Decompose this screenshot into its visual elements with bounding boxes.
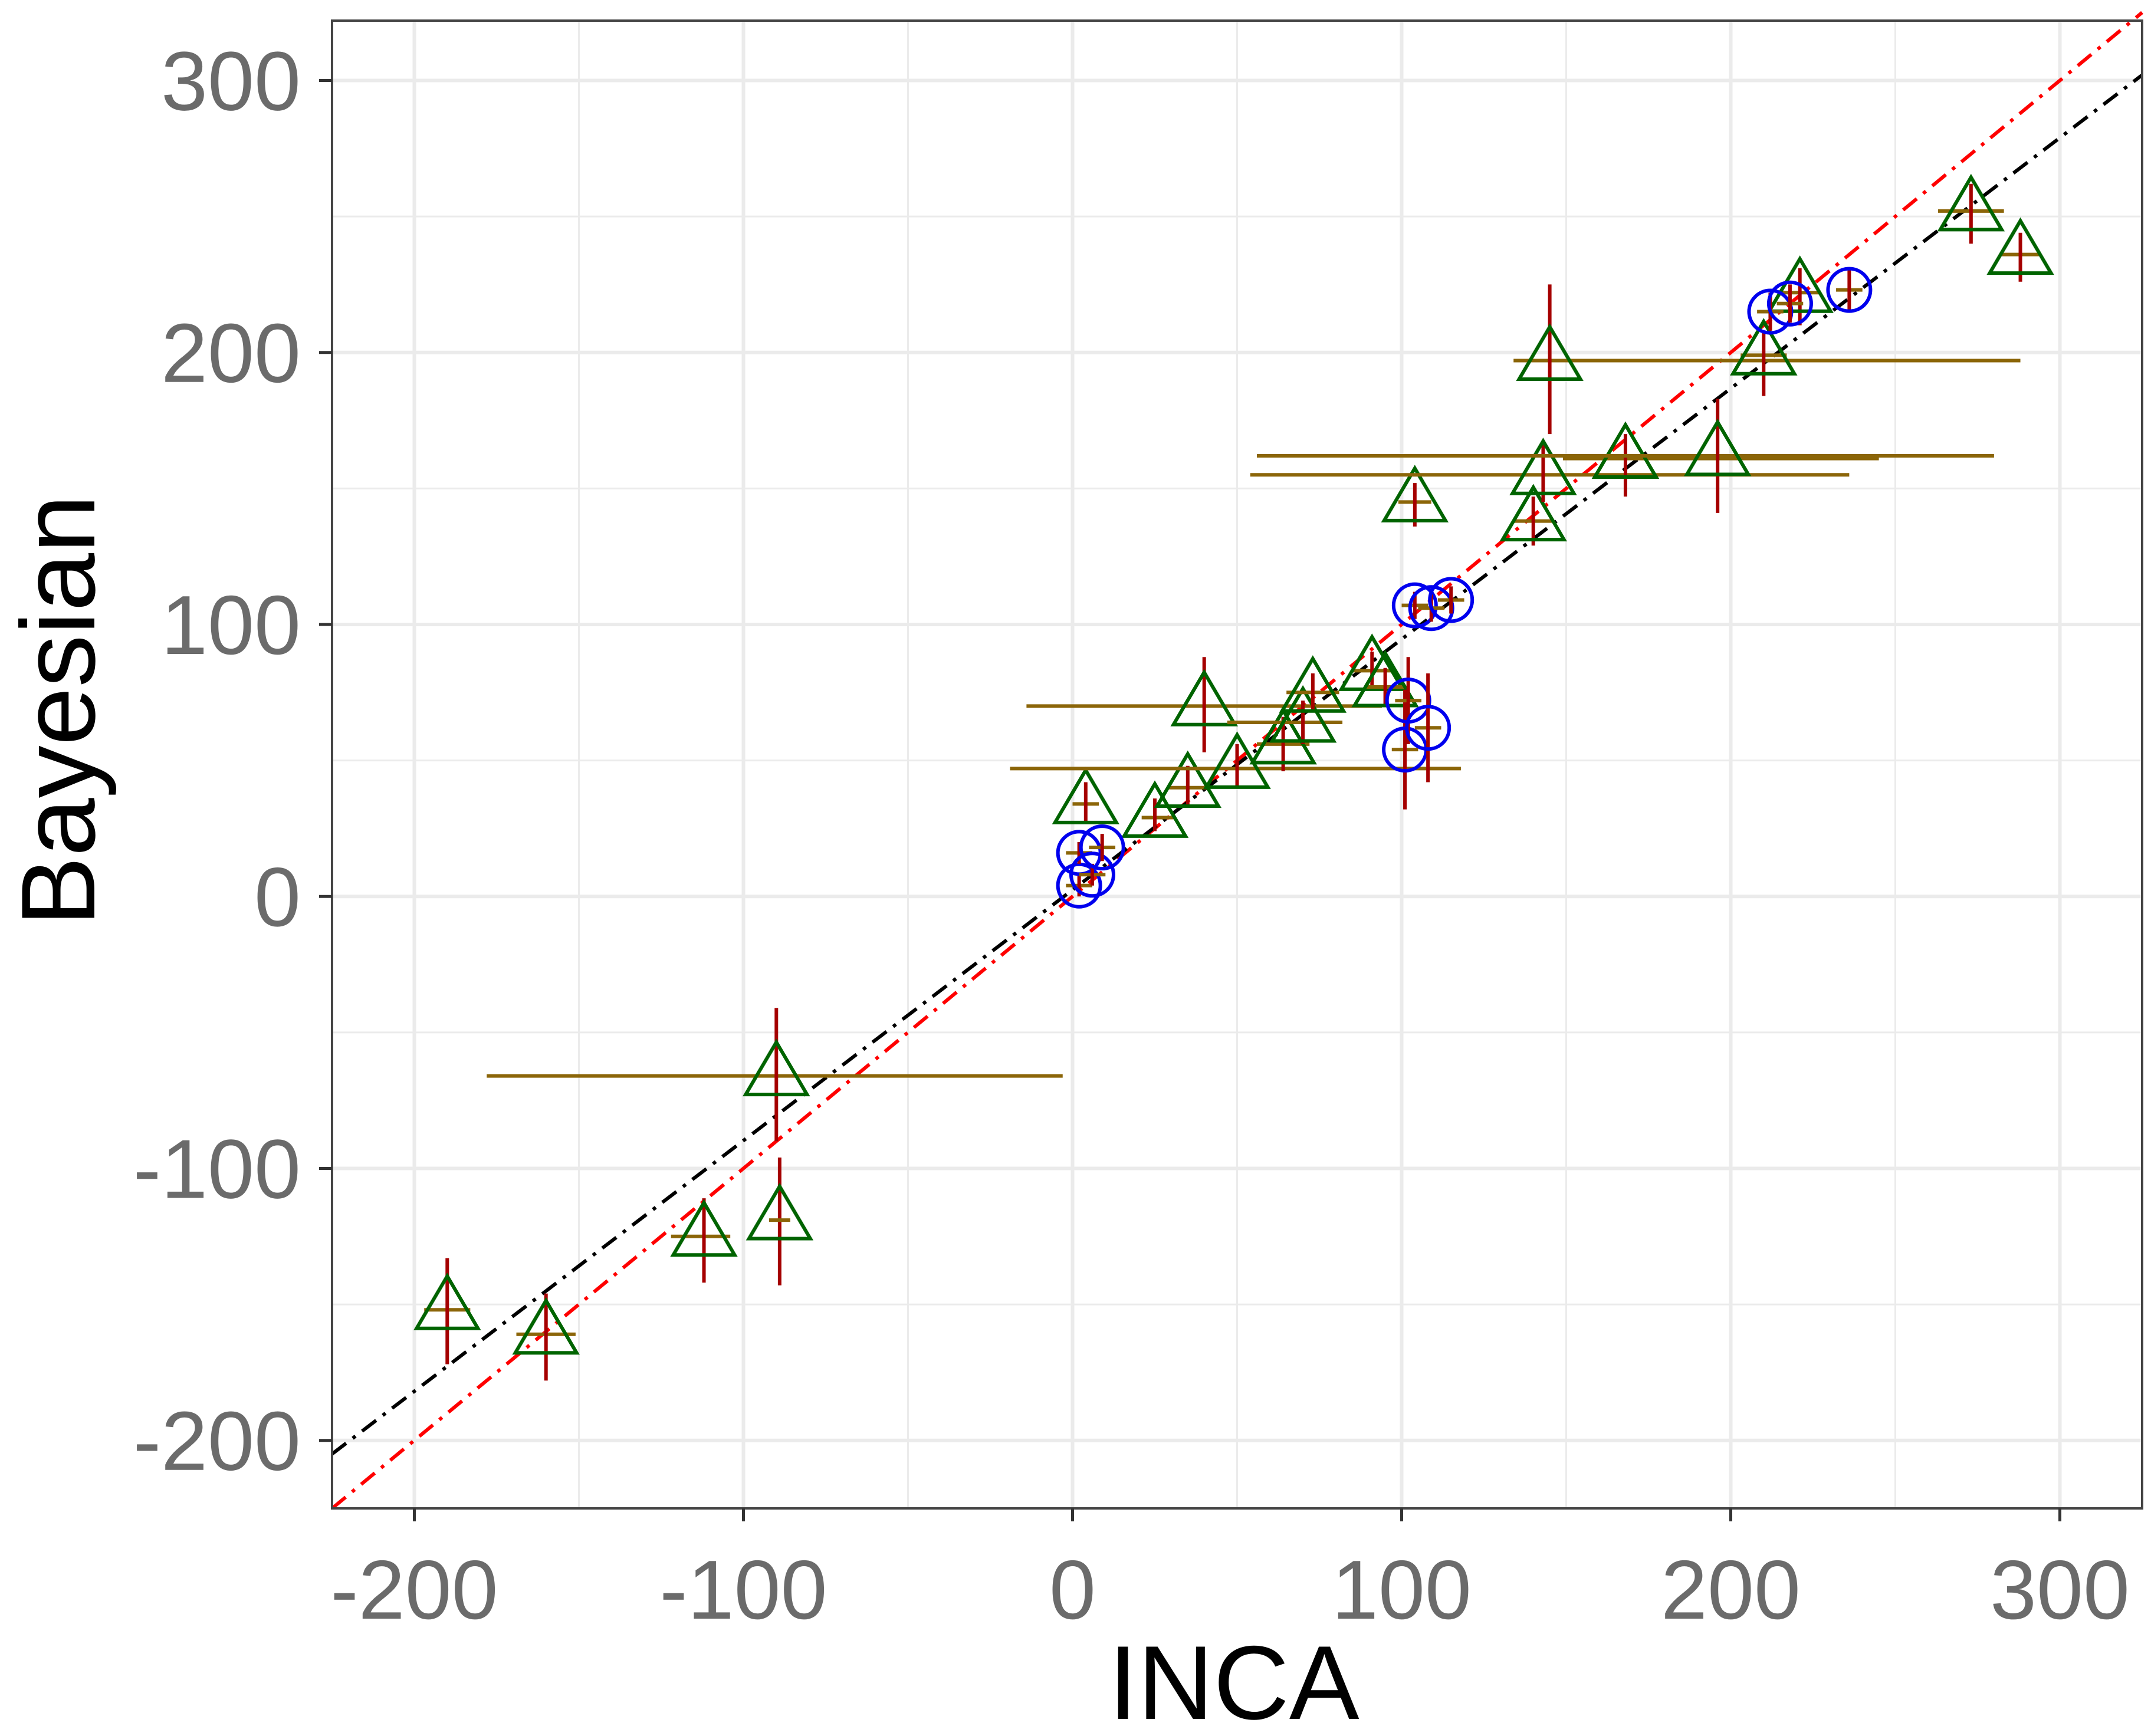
triangle-point	[1249, 706, 1317, 772]
triangle-marker	[1052, 767, 1120, 824]
triangle-marker	[1730, 318, 1798, 376]
grid-lines	[332, 21, 2142, 1508]
x-tick-label: 0	[1049, 1543, 1096, 1637]
triangle-marker	[1279, 655, 1347, 713]
triangle-marker	[1499, 484, 1567, 542]
y-tick-label: -100	[133, 1122, 301, 1216]
circle-point	[1766, 280, 1813, 327]
triangle-marker	[1937, 173, 2005, 232]
triangle-point	[1256, 399, 1994, 513]
triangle-point	[487, 1008, 1063, 1142]
triangle-point	[1026, 657, 1382, 752]
triangle-marker	[1249, 706, 1317, 765]
triangle-marker	[1121, 780, 1189, 838]
triangle-point	[670, 1198, 738, 1283]
circle-point	[1826, 267, 1873, 313]
triangle-marker	[1591, 421, 1660, 479]
triangle-point	[1937, 173, 2005, 244]
circle-marker	[1391, 582, 1438, 629]
triangle-point	[1513, 284, 2021, 435]
y-tick-label: 300	[161, 34, 301, 128]
triangle-marker	[1766, 255, 1834, 313]
triangle-marker	[1170, 669, 1238, 726]
triangle-point	[1766, 255, 1834, 326]
circle-point	[1079, 824, 1125, 871]
triangle-marker	[1683, 418, 1752, 476]
triangle-point	[1227, 685, 1343, 744]
triangle-marker	[413, 1273, 481, 1330]
triangle-marker	[1509, 438, 1577, 495]
circle-marker	[1069, 851, 1115, 898]
triangle-point	[1154, 750, 1222, 808]
triangle-marker	[1381, 465, 1449, 522]
x-axis-title: INCA	[1108, 1624, 1359, 1736]
triangle-marker	[512, 1297, 580, 1355]
circle-marker	[1766, 280, 1813, 327]
triangle-point	[413, 1258, 481, 1365]
triangle-marker	[1986, 217, 2054, 275]
triangle-marker	[743, 1038, 810, 1097]
triangle-point	[1986, 217, 2054, 282]
circle-marker	[1428, 577, 1474, 623]
triangle-point	[512, 1293, 580, 1381]
triangle-point	[1381, 465, 1449, 527]
triangle-marker	[1338, 633, 1406, 691]
circle-marker	[1405, 705, 1451, 751]
circle-marker	[1826, 267, 1873, 313]
triangle-point	[1279, 655, 1347, 713]
axes: -200 -100 0 100 200 300 -200 -100 0 100 200 300	[133, 34, 2130, 1637]
circle-marker	[1056, 862, 1102, 909]
y-tick-label: 0	[254, 850, 301, 944]
x-tick-label: -100	[659, 1543, 827, 1637]
circle-point	[1428, 577, 1474, 623]
x-tick-label: -200	[330, 1543, 498, 1637]
circle-marker	[1079, 824, 1125, 871]
data-points	[413, 173, 2054, 1381]
y-tick-label: 200	[161, 307, 301, 400]
triangle-point	[746, 1157, 814, 1285]
triangle-point	[1052, 767, 1120, 824]
triangle-marker	[1154, 750, 1222, 808]
triangle-marker	[670, 1199, 738, 1257]
circle-point	[1405, 673, 1451, 782]
triangle-marker	[1516, 323, 1584, 382]
y-tick-label: -200	[133, 1395, 301, 1488]
y-axis-title: Bayesian	[0, 495, 117, 926]
triangle-point	[1121, 780, 1189, 838]
triangle-point	[1562, 421, 1879, 497]
triangle-marker	[1269, 685, 1337, 743]
triangle-point	[1499, 484, 1567, 546]
x-tick-label: 300	[1990, 1543, 2130, 1637]
triangle-marker	[746, 1182, 814, 1241]
triangle-point	[1730, 318, 1798, 396]
x-tick-label: 100	[1332, 1543, 1472, 1637]
y-tick-label: 100	[161, 578, 301, 672]
x-tick-label: 200	[1661, 1543, 1801, 1637]
panel-border	[331, 19, 2143, 1510]
